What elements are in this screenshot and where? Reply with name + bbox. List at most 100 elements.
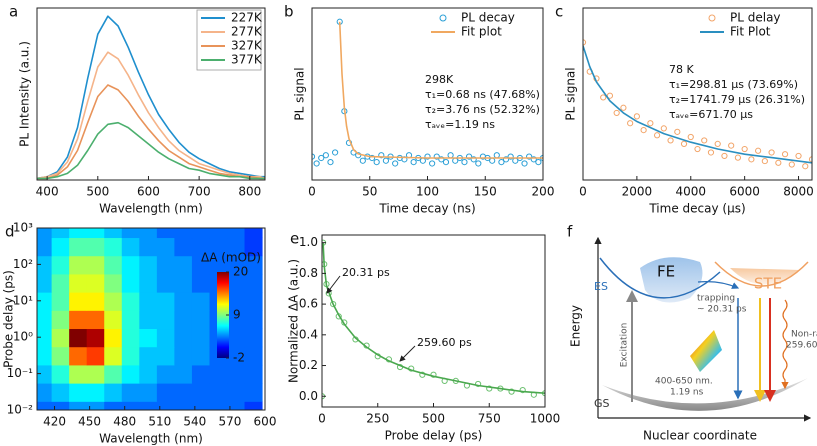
heat-cell	[121, 228, 140, 239]
heat-cell	[121, 237, 140, 257]
x-tick-label: 250	[366, 412, 389, 426]
annotation: 298K	[425, 73, 454, 86]
data-point	[633, 113, 640, 120]
heat-cell	[37, 273, 53, 293]
heat-cell	[209, 228, 228, 239]
heat-cell	[121, 310, 140, 330]
heat-cell	[51, 228, 70, 239]
y-axis-title: PL signal	[293, 67, 307, 120]
data-point	[332, 149, 339, 156]
heat-cell	[37, 310, 53, 330]
chart-panel: 400 500 600 700 800 Wavelength (nm) PL Intensi…	[9, 3, 266, 216]
data-point	[429, 160, 436, 167]
panel-label: d	[5, 223, 15, 241]
data-point	[788, 161, 795, 168]
heat-cell	[37, 383, 53, 402]
data-point	[322, 152, 329, 159]
x-tick-label: 2000	[622, 185, 653, 199]
heat-cell	[156, 237, 175, 257]
heat-cell	[86, 255, 105, 275]
y-tick-label: 10¹	[13, 293, 33, 307]
annotation: τ₂=3.76 ns (52.32%)	[425, 103, 540, 116]
data-point	[748, 156, 755, 163]
heat-cell	[104, 255, 123, 275]
legend-marker	[439, 14, 447, 22]
nonrad-label: Non-rad.	[791, 330, 817, 340]
heat-cell	[244, 228, 263, 239]
data-line	[37, 121, 265, 180]
data-point	[660, 125, 667, 132]
colorbar	[217, 272, 229, 358]
heat-cell	[37, 228, 53, 239]
annotation-arrow	[326, 275, 341, 294]
heat-cell	[121, 328, 140, 348]
data-point	[808, 156, 812, 163]
x-axis-title: Time decay (ns)	[378, 202, 475, 216]
data-point	[530, 156, 537, 163]
x-tick-label: 700	[188, 185, 211, 199]
data-line	[338, 21, 543, 159]
legend-label: PL delay	[730, 11, 781, 25]
x-tick-label: 600	[137, 185, 160, 199]
colorbar-title: ΔA (mOD)	[201, 251, 261, 265]
heat-cell	[139, 328, 158, 348]
colorbar-tick-label: 9	[233, 308, 241, 322]
heat-cell	[51, 364, 70, 384]
data-point	[606, 92, 614, 99]
data-point	[761, 157, 768, 165]
data-point	[392, 160, 399, 167]
data-point	[447, 152, 454, 159]
data-point	[620, 104, 627, 111]
x-tick-label: 540	[183, 415, 206, 429]
annotation: 20.31 ps	[342, 266, 390, 279]
heat-cell	[174, 292, 193, 311]
data-point	[475, 380, 482, 388]
heat-cell	[51, 255, 70, 275]
data-point	[330, 301, 337, 308]
x-tick-label: 570	[218, 415, 241, 429]
data-line	[37, 51, 265, 180]
data-point	[442, 159, 450, 166]
data-point	[741, 145, 748, 153]
data-point	[755, 147, 762, 154]
x-tick-label: 750	[478, 412, 501, 426]
x-tick-label: 400	[36, 185, 59, 199]
x-tick-label: 0	[308, 185, 316, 199]
data-point	[433, 153, 440, 160]
data-point	[781, 151, 789, 158]
heat-cell	[37, 364, 53, 384]
heat-cell	[244, 346, 263, 366]
data-point	[667, 137, 674, 144]
data-point	[795, 152, 802, 160]
y-tick-label: 10³	[13, 221, 33, 235]
heat-cell	[156, 401, 175, 410]
heat-cell	[209, 364, 228, 384]
heat-cell	[139, 364, 158, 384]
heat-cell	[227, 292, 246, 311]
axes-frame	[582, 7, 813, 181]
axes-frame	[321, 234, 546, 408]
data-point	[489, 157, 496, 164]
heat-cell	[86, 346, 105, 366]
fe-label: FE	[657, 263, 675, 281]
data-point	[701, 137, 708, 144]
heat-cell	[227, 346, 246, 366]
heat-cell	[209, 383, 228, 402]
y-tick-label: 0.4	[299, 327, 318, 341]
heat-cell	[139, 383, 158, 402]
ste-curve	[714, 261, 809, 287]
heat-cell	[37, 328, 53, 348]
data-point	[613, 109, 620, 117]
data-point	[707, 149, 715, 156]
legend-label: PL decay	[461, 11, 515, 25]
data-point	[600, 94, 607, 101]
data-point	[327, 159, 334, 166]
y-tick-label: 0.8	[299, 266, 318, 280]
panel-label: e	[290, 230, 299, 248]
x-tick-label: 100	[416, 185, 439, 199]
heat-cell	[227, 255, 246, 275]
colorbar-tick-label: -2	[233, 351, 245, 365]
data-point	[521, 160, 528, 167]
x-tick-label: 8000	[783, 185, 814, 199]
